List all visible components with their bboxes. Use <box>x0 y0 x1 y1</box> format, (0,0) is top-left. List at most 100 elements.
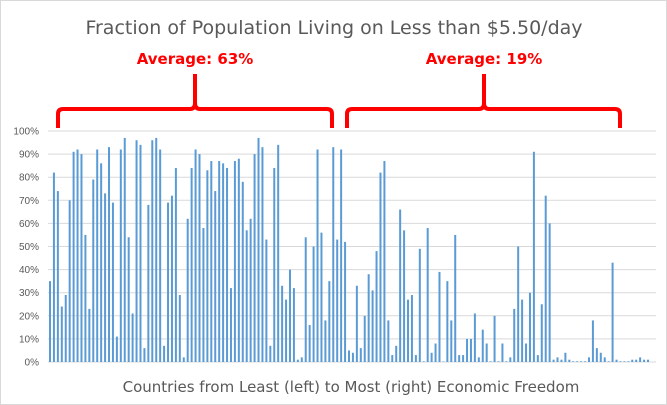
bar <box>237 158 240 362</box>
bar <box>528 292 531 362</box>
bar <box>285 299 288 362</box>
bar <box>288 269 291 362</box>
annotation-left-average: Average: 63% <box>137 50 254 68</box>
bar <box>481 329 484 362</box>
bar <box>454 234 457 362</box>
bar <box>316 149 319 362</box>
bar <box>229 288 232 362</box>
bracket-shape <box>345 74 622 128</box>
bar <box>371 290 374 362</box>
bar <box>611 262 614 362</box>
bar <box>505 361 508 362</box>
bar <box>395 345 398 362</box>
bar <box>639 357 642 362</box>
annotation-right-average: Average: 19% <box>426 50 543 68</box>
bar <box>190 167 193 362</box>
bar <box>96 149 99 362</box>
bar <box>257 137 260 362</box>
bar <box>115 336 118 362</box>
bar <box>56 191 59 362</box>
bar <box>296 359 299 362</box>
gridlines <box>48 130 656 363</box>
bar <box>619 361 622 362</box>
bar <box>277 144 280 362</box>
bar <box>194 149 197 362</box>
bar <box>186 218 189 362</box>
bar <box>304 237 307 362</box>
bar <box>521 299 524 362</box>
bar <box>607 361 610 362</box>
bar <box>163 345 166 362</box>
bar <box>178 295 181 362</box>
bar <box>328 281 331 362</box>
bar <box>170 195 173 362</box>
bar <box>344 241 347 362</box>
bar <box>210 161 213 362</box>
bar <box>155 137 158 362</box>
bar <box>536 355 539 362</box>
bar <box>407 299 410 362</box>
bar <box>517 246 520 362</box>
right-bracket <box>345 74 622 128</box>
bar <box>434 343 437 362</box>
y-tick-label: 40% <box>19 265 39 276</box>
bar <box>540 304 543 362</box>
bar <box>292 288 295 362</box>
bar <box>249 218 252 362</box>
bar <box>245 230 248 362</box>
bar <box>469 338 472 362</box>
bar <box>108 147 111 362</box>
bar <box>92 179 95 362</box>
bar <box>111 202 114 362</box>
bar <box>135 140 138 362</box>
bar <box>269 345 272 362</box>
bar <box>599 352 602 362</box>
bar <box>556 357 559 362</box>
bar <box>584 361 587 362</box>
bar <box>375 251 378 362</box>
bar <box>218 161 221 362</box>
y-tick-label: 10% <box>19 334 39 345</box>
bar <box>450 320 453 362</box>
bar <box>88 308 91 362</box>
bar <box>513 308 516 362</box>
bar <box>410 295 413 362</box>
bar <box>485 343 488 362</box>
bar <box>340 149 343 362</box>
bar <box>446 281 449 362</box>
bar <box>351 352 354 362</box>
bar <box>587 357 590 362</box>
chart-title: Fraction of Population Living on Less th… <box>85 17 582 39</box>
bar <box>60 306 63 362</box>
y-tick-label: 100% <box>13 127 39 138</box>
bar <box>64 295 67 362</box>
bar <box>580 361 583 362</box>
bar <box>52 172 55 362</box>
bar <box>182 357 185 362</box>
bar <box>426 228 429 362</box>
bar <box>473 313 476 362</box>
bar <box>202 228 205 362</box>
bar <box>430 352 433 362</box>
bar <box>466 338 469 362</box>
bar <box>525 343 528 362</box>
y-tick-label: 0% <box>25 358 40 369</box>
bar <box>615 359 618 362</box>
bar <box>414 355 417 362</box>
bar <box>442 361 445 363</box>
y-tick-label: 90% <box>19 150 39 161</box>
bar <box>147 204 150 362</box>
bar <box>214 191 217 362</box>
bar <box>226 167 229 362</box>
left-bracket <box>56 74 334 128</box>
bar <box>131 313 134 362</box>
bar <box>123 137 126 362</box>
bar <box>80 154 83 362</box>
bar <box>422 361 425 362</box>
bar <box>403 230 406 362</box>
bar <box>167 202 170 362</box>
bar <box>143 348 146 362</box>
bar <box>222 163 225 362</box>
bar <box>548 223 551 362</box>
